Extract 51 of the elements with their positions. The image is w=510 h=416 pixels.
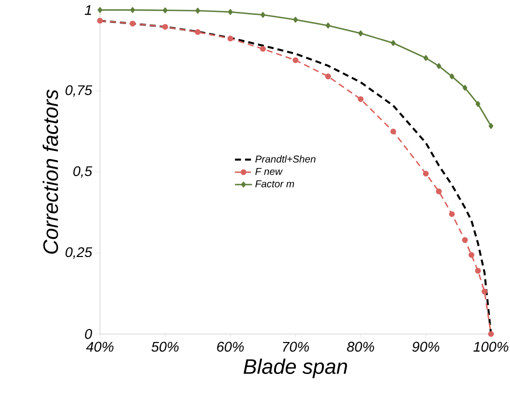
x-tick-label: 100% — [473, 342, 508, 352]
point — [358, 96, 364, 102]
point — [436, 188, 442, 194]
point — [422, 170, 429, 177]
legend-label: F new — [255, 168, 283, 175]
point — [292, 57, 298, 64]
point — [488, 331, 494, 337]
x-axis-title: Blade span — [244, 358, 348, 378]
x-tick-label: 40% — [86, 342, 114, 352]
point — [260, 46, 266, 52]
point — [194, 29, 201, 35]
point — [488, 123, 494, 129]
x-tick-label: 60% — [217, 342, 244, 352]
y-tick-label: 0,5 — [73, 166, 92, 178]
point — [97, 18, 103, 24]
point — [475, 268, 481, 274]
point — [358, 30, 364, 36]
point — [423, 55, 428, 61]
y-tick-label: 0,25 — [66, 247, 92, 259]
y-tick-label: 0 — [85, 329, 92, 339]
point — [450, 74, 454, 80]
x-tick-label: 80% — [347, 342, 374, 352]
legend-label: Prandtl+Shen — [255, 155, 316, 163]
point — [195, 8, 200, 14]
point — [260, 12, 266, 18]
point — [326, 22, 330, 28]
point — [468, 252, 474, 258]
y-tick-label: 0,75 — [66, 85, 92, 97]
point — [390, 128, 396, 134]
x-tick-label: 50% — [151, 342, 179, 352]
point — [162, 7, 168, 14]
point — [476, 101, 480, 107]
point — [130, 20, 136, 27]
x-tick-label: 70% — [282, 342, 309, 352]
y-axis-title: Correction factors — [42, 90, 58, 254]
y-tick-label: 1 — [84, 5, 92, 15]
x-tick-label: 90% — [412, 342, 440, 352]
point — [293, 16, 298, 23]
point — [162, 24, 168, 30]
legend-label: Factor m — [255, 180, 294, 188]
point — [462, 237, 468, 243]
point — [449, 211, 455, 218]
point — [390, 40, 396, 46]
point — [436, 63, 442, 69]
point — [98, 7, 102, 13]
point — [228, 9, 233, 15]
point — [462, 84, 468, 91]
point — [482, 288, 488, 294]
point — [130, 7, 135, 13]
point — [227, 36, 234, 42]
point — [325, 74, 331, 80]
